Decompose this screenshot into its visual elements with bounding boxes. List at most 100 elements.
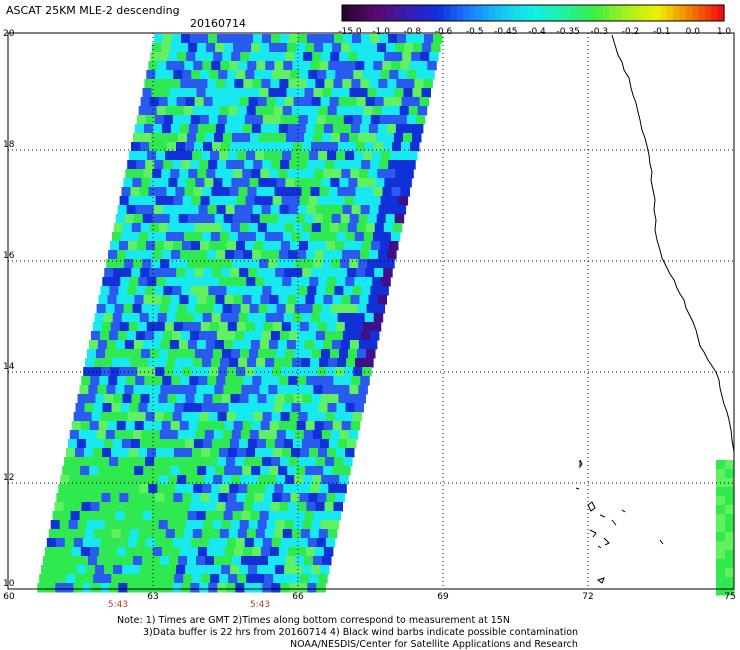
swath-cell bbox=[409, 61, 419, 71]
swath-cell bbox=[318, 151, 328, 161]
swath-cell bbox=[201, 277, 211, 287]
swath-cell bbox=[287, 547, 298, 557]
swath-cell bbox=[288, 502, 298, 512]
swath-cell bbox=[177, 304, 188, 314]
swath-cell bbox=[431, 43, 441, 53]
swath-cell bbox=[100, 583, 110, 593]
swath-cell bbox=[255, 403, 265, 413]
swath-cell bbox=[126, 205, 137, 215]
swath-cell bbox=[280, 457, 290, 467]
swath-cell bbox=[335, 493, 345, 503]
swath-cell bbox=[188, 421, 199, 431]
swath-cell bbox=[66, 448, 76, 458]
swath-cell bbox=[368, 43, 378, 53]
swath-cell bbox=[207, 376, 217, 386]
swath-cell bbox=[142, 556, 152, 566]
swath-cell bbox=[305, 547, 316, 557]
swath-cell bbox=[220, 439, 231, 449]
swath-cell bbox=[195, 430, 206, 440]
swath-cell bbox=[144, 331, 155, 341]
colorbar-label: -0.35 bbox=[556, 27, 580, 37]
swath-cell bbox=[96, 304, 107, 314]
swath-cell bbox=[154, 160, 164, 170]
swath-cell bbox=[207, 502, 217, 512]
swath-cell bbox=[193, 439, 204, 449]
swath-cell bbox=[217, 583, 227, 593]
swath-cell bbox=[368, 124, 379, 134]
swath-cell bbox=[281, 241, 291, 251]
swath-cell bbox=[237, 574, 247, 584]
swath-cell bbox=[154, 538, 165, 548]
swath-cell bbox=[273, 106, 284, 116]
swath-cell bbox=[313, 511, 324, 521]
swath-cell bbox=[185, 223, 196, 233]
swath-cell bbox=[276, 475, 286, 485]
swath-cell bbox=[167, 268, 177, 278]
swath-cell bbox=[344, 322, 355, 332]
swath-cell bbox=[361, 160, 371, 170]
swath-cell bbox=[222, 430, 233, 440]
swath-cell bbox=[76, 484, 86, 494]
swath-cell bbox=[169, 214, 180, 224]
swath-cell bbox=[246, 574, 256, 584]
swath-cell bbox=[231, 52, 241, 62]
swath-cell bbox=[241, 259, 251, 269]
swath-cell bbox=[113, 565, 123, 575]
swath-cell bbox=[229, 313, 240, 323]
swath-cell bbox=[388, 115, 399, 125]
swath-cell bbox=[169, 511, 180, 521]
swath-cell bbox=[307, 115, 318, 125]
swath-cell bbox=[377, 169, 387, 179]
swath-cell bbox=[194, 520, 205, 530]
swath-cell bbox=[205, 259, 215, 269]
swath-cell bbox=[313, 385, 323, 395]
swath-cell bbox=[118, 286, 128, 296]
swath-cell bbox=[100, 457, 110, 467]
swath-cell bbox=[88, 340, 99, 350]
swath-cell bbox=[68, 520, 79, 530]
swath-cell bbox=[138, 403, 148, 413]
swath-cell bbox=[115, 340, 126, 350]
swath-cell bbox=[225, 376, 235, 386]
swath-cell bbox=[184, 313, 195, 323]
swath-cell bbox=[292, 358, 302, 368]
swath-cell bbox=[222, 178, 232, 188]
swath-cell bbox=[113, 223, 124, 233]
swath-cell bbox=[167, 142, 177, 152]
swath-cell bbox=[716, 541, 726, 551]
swath-cell bbox=[247, 439, 258, 449]
swath-cell bbox=[305, 43, 315, 53]
swath-cell bbox=[89, 466, 99, 476]
swath-cell bbox=[205, 133, 215, 143]
swath-cell bbox=[159, 304, 170, 314]
swath-cell bbox=[341, 295, 351, 305]
swath-cell bbox=[191, 367, 201, 377]
swath-cell bbox=[282, 448, 292, 458]
swath-cell bbox=[320, 142, 330, 152]
swath-cell bbox=[240, 52, 250, 62]
swath-cell bbox=[134, 466, 144, 476]
swath-cell bbox=[118, 538, 129, 548]
swath-cell bbox=[307, 286, 317, 296]
swath-cell bbox=[133, 340, 144, 350]
swath-cell bbox=[339, 349, 349, 359]
swath-cell bbox=[266, 394, 276, 404]
swath-cell bbox=[156, 277, 166, 287]
swath-cell bbox=[296, 421, 307, 431]
swath-cell bbox=[217, 286, 227, 296]
colorbar-swatch bbox=[615, 5, 623, 21]
swath-cell bbox=[174, 151, 184, 161]
swath-cell bbox=[314, 421, 325, 431]
swath-cell bbox=[304, 511, 315, 521]
swath-cell bbox=[192, 403, 202, 413]
colorbar-label: -0.1 bbox=[652, 27, 671, 37]
swath-cell bbox=[259, 511, 270, 521]
swath-cell bbox=[317, 196, 328, 206]
swath-cell bbox=[249, 430, 260, 440]
swath-cell bbox=[361, 286, 371, 296]
swath-cell bbox=[161, 169, 171, 179]
swath-cell bbox=[235, 34, 245, 44]
swath-cell bbox=[239, 520, 250, 530]
swath-cell bbox=[294, 304, 305, 314]
swath-cell bbox=[370, 286, 380, 296]
